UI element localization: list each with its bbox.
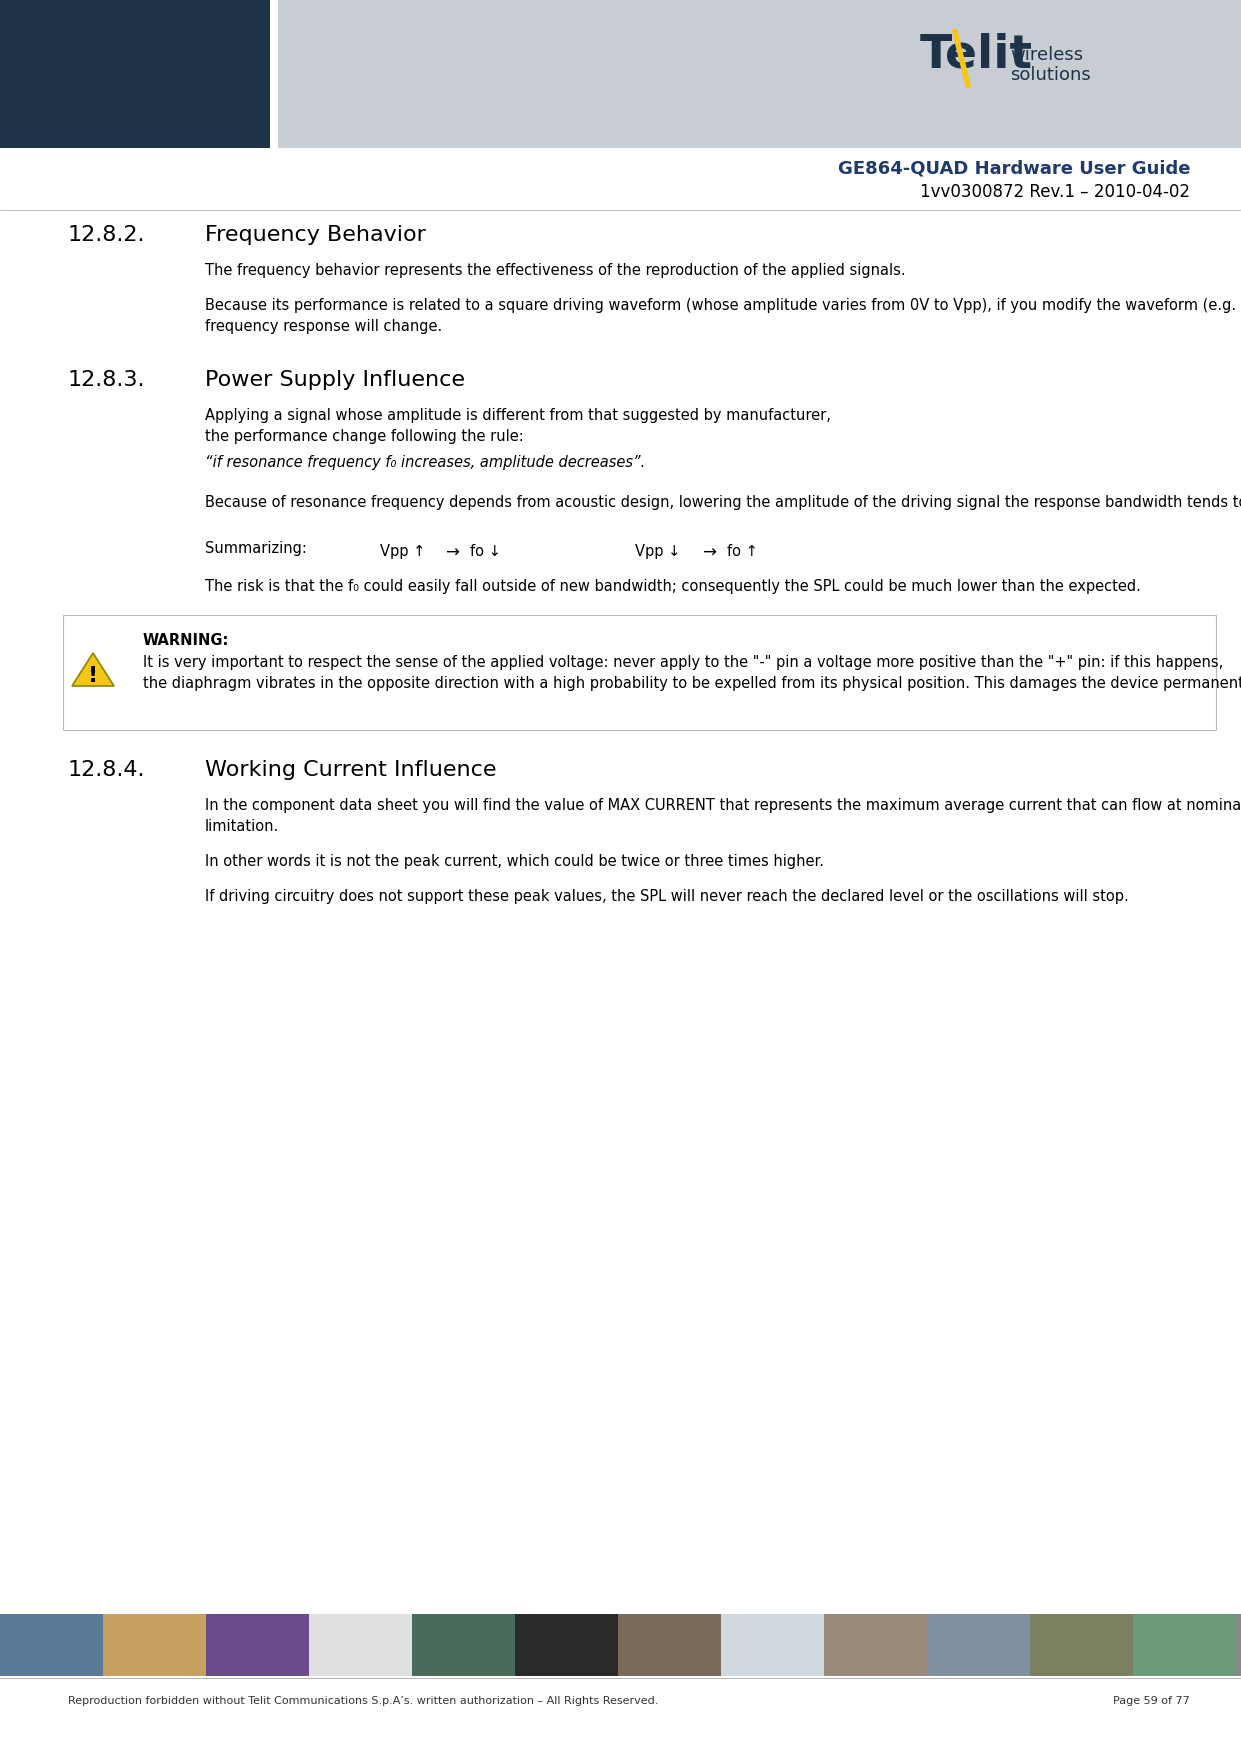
Text: the diaphragm vibrates in the opposite direction with a high probability to be e: the diaphragm vibrates in the opposite d… [143, 675, 1241, 691]
Bar [206, 1614, 309, 1677]
Bar [309, 1614, 412, 1677]
Bar [63, 616, 1216, 730]
Text: “if resonance frequency f₀ increases, amplitude decreases”.: “if resonance frequency f₀ increases, am… [205, 454, 645, 470]
Text: Power Supply Influence: Power Supply Influence [205, 370, 465, 389]
Text: frequency response will change.: frequency response will change. [205, 319, 442, 333]
Text: !: ! [88, 665, 98, 686]
Text: fo ↑: fo ↑ [727, 544, 758, 560]
Text: If driving circuitry does not support these peak values, the SPL will never reac: If driving circuitry does not support th… [205, 889, 1129, 903]
Text: In the component data sheet you will find the value of MAX CURRENT that represen: In the component data sheet you will fin… [205, 798, 1241, 814]
Text: Working Current Influence: Working Current Influence [205, 759, 496, 781]
Text: 12.8.2.: 12.8.2. [68, 225, 145, 246]
Text: Applying a signal whose amplitude is different from that suggested by manufactur: Applying a signal whose amplitude is dif… [205, 409, 831, 423]
Bar [0, 151, 1241, 209]
Bar [824, 1614, 927, 1677]
Text: It is very important to respect the sense of the applied voltage: never apply to: It is very important to respect the sens… [143, 654, 1224, 670]
Bar [1030, 1614, 1133, 1677]
Bar [618, 1614, 721, 1677]
Bar [103, 1614, 206, 1677]
Text: Summarizing:: Summarizing: [205, 540, 307, 556]
Text: 1vv0300872 Rev.1 – 2010-04-02: 1vv0300872 Rev.1 – 2010-04-02 [920, 182, 1190, 202]
Bar [0, 1614, 103, 1677]
Text: solutions: solutions [1010, 67, 1091, 84]
Text: Because of resonance frequency depends from acoustic design, lowering the amplit: Because of resonance frequency depends f… [205, 495, 1241, 510]
Text: Vpp ↑: Vpp ↑ [380, 544, 426, 560]
Text: The risk is that the f₀ could easily fall outside of new bandwidth; consequently: The risk is that the f₀ could easily fal… [205, 579, 1140, 595]
Bar [1133, 1614, 1236, 1677]
Bar [515, 1614, 618, 1677]
Bar [721, 1614, 824, 1677]
Text: 12.8.4.: 12.8.4. [68, 759, 145, 781]
Text: →: → [702, 544, 716, 561]
Text: WARNING:: WARNING: [143, 633, 230, 647]
Text: fo ↓: fo ↓ [470, 544, 501, 560]
Text: Because its performance is related to a square driving waveform (whose amplitude: Because its performance is related to a … [205, 298, 1241, 312]
Text: The frequency behavior represents the effectiveness of the reproduction of the a: The frequency behavior represents the ef… [205, 263, 906, 277]
Bar [278, 0, 1241, 147]
Bar [0, 1614, 1241, 1677]
Polygon shape [72, 652, 114, 686]
Text: limitation.: limitation. [205, 819, 279, 833]
Text: →: → [446, 544, 459, 561]
Bar [927, 1614, 1030, 1677]
Text: Reproduction forbidden without Telit Communications S.p.A’s. written authorizati: Reproduction forbidden without Telit Com… [68, 1696, 659, 1707]
Text: Telit: Telit [920, 33, 1033, 77]
Text: the performance change following the rule:: the performance change following the rul… [205, 430, 524, 444]
Text: Vpp ↓: Vpp ↓ [635, 544, 680, 560]
Text: 12.8.3.: 12.8.3. [68, 370, 145, 389]
Text: Page 59 of 77: Page 59 of 77 [1113, 1696, 1190, 1707]
Text: In other words it is not the peak current, which could be twice or three times h: In other words it is not the peak curren… [205, 854, 824, 868]
Text: wireless: wireless [1010, 46, 1083, 63]
Text: Frequency Behavior: Frequency Behavior [205, 225, 426, 246]
Bar [0, 0, 271, 147]
Bar [412, 1614, 515, 1677]
Text: GE864-QUAD Hardware User Guide: GE864-QUAD Hardware User Guide [838, 160, 1190, 177]
